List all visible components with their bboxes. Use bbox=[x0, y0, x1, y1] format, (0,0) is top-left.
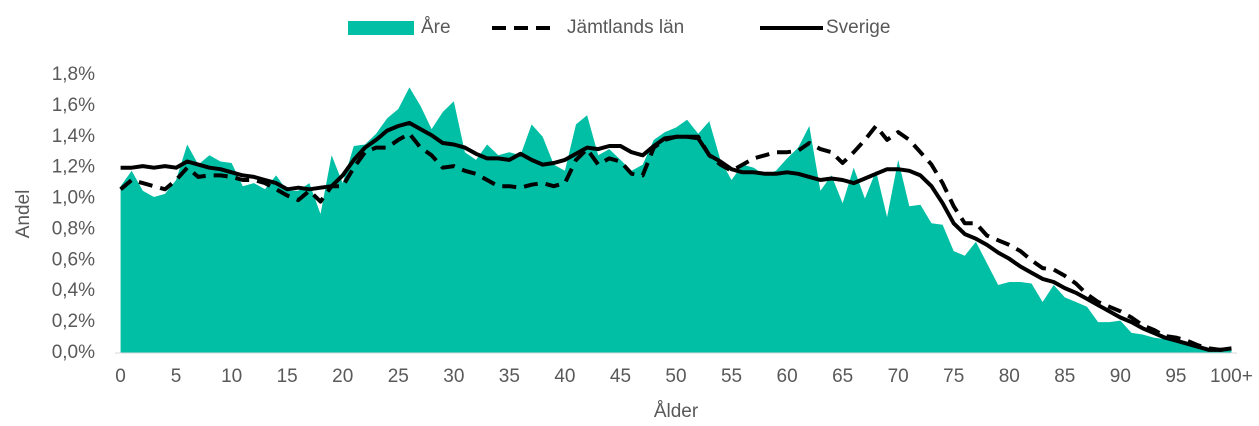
legend-label: Åre bbox=[421, 17, 451, 38]
legend-label: Sverige bbox=[826, 17, 890, 38]
x-tick-label: 80 bbox=[999, 366, 1020, 387]
x-tick-label: 75 bbox=[943, 366, 964, 387]
x-tick-label: 45 bbox=[610, 366, 631, 387]
y-tick-label: 1,6% bbox=[52, 95, 95, 116]
legend-swatch bbox=[348, 21, 414, 35]
solid-line bbox=[120, 120, 1232, 352]
y-tick-label: 0,6% bbox=[52, 249, 95, 270]
legend-label: Jämtlands län bbox=[567, 17, 684, 38]
x-tick-label: 35 bbox=[499, 366, 520, 387]
x-axis-label: Ålder bbox=[654, 401, 699, 422]
y-axis-label: Andel bbox=[13, 190, 34, 239]
y-tick-label: 1,2% bbox=[52, 157, 95, 178]
y-tick-label: 0,2% bbox=[52, 311, 95, 332]
x-tick-label: 15 bbox=[277, 366, 298, 387]
y-tick-label: 1,4% bbox=[52, 126, 95, 147]
x-tick-label: 40 bbox=[554, 366, 575, 387]
x-tick-label: 90 bbox=[1110, 366, 1131, 387]
y-tick-label: 1,0% bbox=[52, 188, 95, 209]
x-tick-label: 50 bbox=[665, 366, 686, 387]
x-tick-label: 70 bbox=[888, 366, 909, 387]
x-tick-label: 30 bbox=[443, 366, 464, 387]
y-tick-label: 0,4% bbox=[52, 280, 95, 301]
x-tick-label: 55 bbox=[721, 366, 742, 387]
x-tick-label: 60 bbox=[777, 366, 798, 387]
x-tick-label: 85 bbox=[1054, 366, 1075, 387]
x-tick-label: 95 bbox=[1165, 366, 1186, 387]
x-tick-label: 0 bbox=[115, 366, 126, 387]
x-tick-label: 100+ bbox=[1210, 366, 1253, 387]
y-tick-label: 0,8% bbox=[52, 218, 95, 239]
x-tick-label: 5 bbox=[171, 366, 182, 387]
y-tick-label: 1,8% bbox=[52, 64, 95, 85]
y-tick-label: 0,0% bbox=[52, 342, 95, 363]
x-tick-label: 25 bbox=[388, 366, 409, 387]
x-tick-label: 65 bbox=[832, 366, 853, 387]
x-tick-label: 10 bbox=[221, 366, 242, 387]
x-tick-label: 20 bbox=[332, 366, 353, 387]
area bbox=[120, 87, 1232, 354]
